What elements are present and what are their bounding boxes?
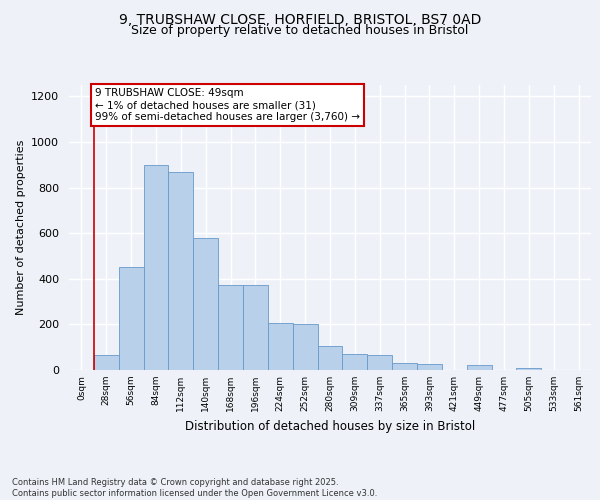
Bar [143, 165, 169, 370]
Bar [169, 172, 193, 370]
Bar [218, 284, 243, 370]
Bar [417, 364, 442, 370]
Y-axis label: Number of detached properties: Number of detached properties [16, 140, 26, 315]
Bar [94, 355, 119, 370]
Text: 9, TRUBSHAW CLOSE, HORFIELD, BRISTOL, BS7 0AD: 9, TRUBSHAW CLOSE, HORFIELD, BRISTOL, BS… [119, 12, 481, 26]
Bar [243, 284, 268, 370]
Bar [268, 324, 293, 370]
X-axis label: Distribution of detached houses by size in Bristol: Distribution of detached houses by size … [185, 420, 475, 432]
Bar [467, 366, 491, 370]
Bar [367, 355, 392, 370]
Bar [343, 354, 367, 370]
Bar [392, 363, 417, 370]
Bar [293, 324, 317, 370]
Text: Contains HM Land Registry data © Crown copyright and database right 2025.
Contai: Contains HM Land Registry data © Crown c… [12, 478, 377, 498]
Text: 9 TRUBSHAW CLOSE: 49sqm
← 1% of detached houses are smaller (31)
99% of semi-det: 9 TRUBSHAW CLOSE: 49sqm ← 1% of detached… [95, 88, 360, 122]
Bar [517, 368, 541, 370]
Bar [317, 346, 343, 370]
Bar [193, 238, 218, 370]
Bar [119, 268, 143, 370]
Text: Size of property relative to detached houses in Bristol: Size of property relative to detached ho… [131, 24, 469, 37]
